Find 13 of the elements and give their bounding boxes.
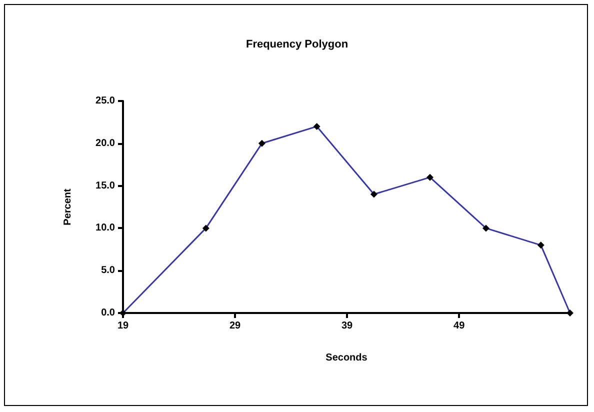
x-tick-label: 49 xyxy=(454,320,466,332)
y-tick-label: 25.0 xyxy=(96,96,116,106)
y-tick-label: 15.0 xyxy=(96,180,116,192)
x-tick-label: 19 xyxy=(117,320,129,332)
y-tick-label: 5.0 xyxy=(101,265,116,276)
x-axis-title: Seconds xyxy=(326,352,368,364)
y-axis-title: Percent xyxy=(62,188,74,226)
chart-title: Frequency Polygon xyxy=(246,38,348,50)
x-tick-label: 39 xyxy=(342,320,354,332)
y-tick-label: 20.0 xyxy=(96,138,116,149)
y-tick-label: 0.0 xyxy=(101,308,116,318)
x-tick-label: 29 xyxy=(229,320,242,332)
y-tick-label: 10.0 xyxy=(96,222,116,234)
